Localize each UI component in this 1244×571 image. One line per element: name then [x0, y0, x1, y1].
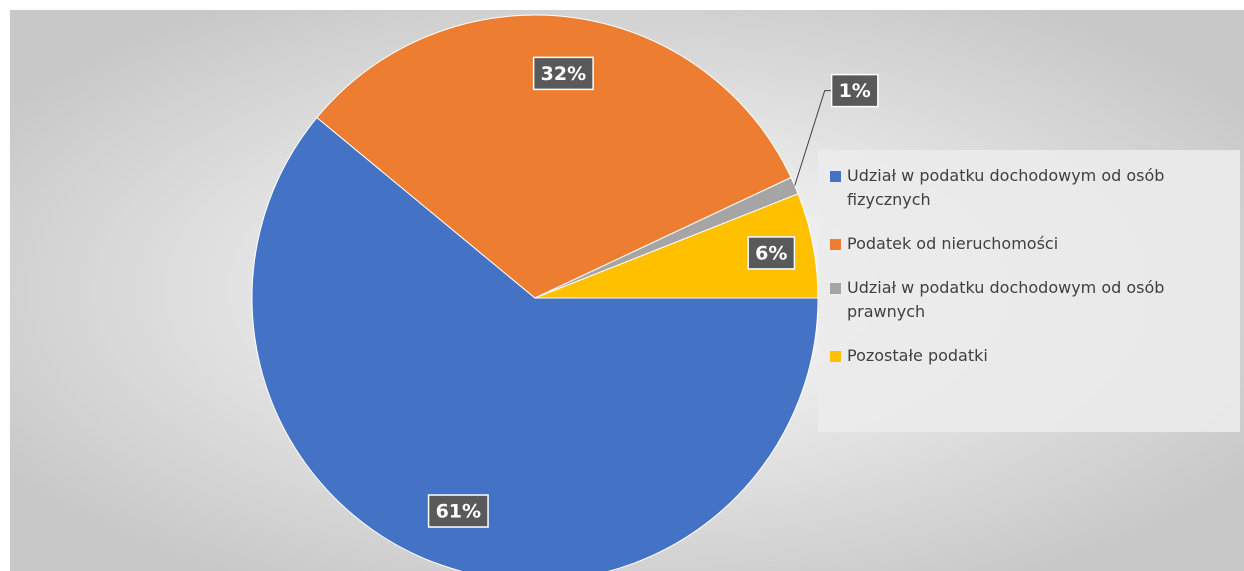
data-label-text: 6% — [755, 242, 787, 264]
data-label: 32% — [532, 56, 594, 91]
data-label-box — [830, 73, 879, 108]
legend-label: Pozostałe podatki — [847, 346, 988, 365]
data-label-text: 61% — [436, 501, 481, 523]
legend-swatch — [830, 351, 841, 362]
legend: Udział w podatku dochodowym od osób fizy… — [818, 150, 1240, 432]
leader-line — [794, 90, 833, 186]
legend-label: Udział w podatku dochodowym od osób praw… — [847, 278, 1165, 321]
pie-slice — [534, 193, 819, 299]
legend-swatch — [830, 239, 841, 250]
legend-label: Udział w podatku dochodowym od osób fizy… — [847, 166, 1165, 209]
data-label: 61% — [427, 494, 489, 528]
legend-item: Pozostałe podatki — [830, 344, 1228, 368]
data-label-text: 1% — [839, 80, 871, 102]
data-label-box — [532, 56, 594, 91]
pie-slice — [251, 116, 819, 571]
legend-item: Udział w podatku dochodowym od osób fizy… — [830, 164, 1228, 212]
legend-swatch — [830, 171, 841, 182]
legend-item: Udział w podatku dochodowym od osób praw… — [830, 276, 1228, 324]
data-label-box — [427, 494, 489, 528]
data-label-text: 32% — [541, 63, 586, 85]
legend-swatch — [830, 283, 841, 294]
data-label-box — [747, 236, 796, 270]
pie-slice — [316, 14, 792, 299]
data-label: 1% — [830, 73, 879, 108]
legend-item: Podatek od nieruchomości — [830, 232, 1228, 256]
data-label: 6% — [747, 236, 796, 270]
legend-label: Podatek od nieruchomości — [847, 234, 1059, 253]
